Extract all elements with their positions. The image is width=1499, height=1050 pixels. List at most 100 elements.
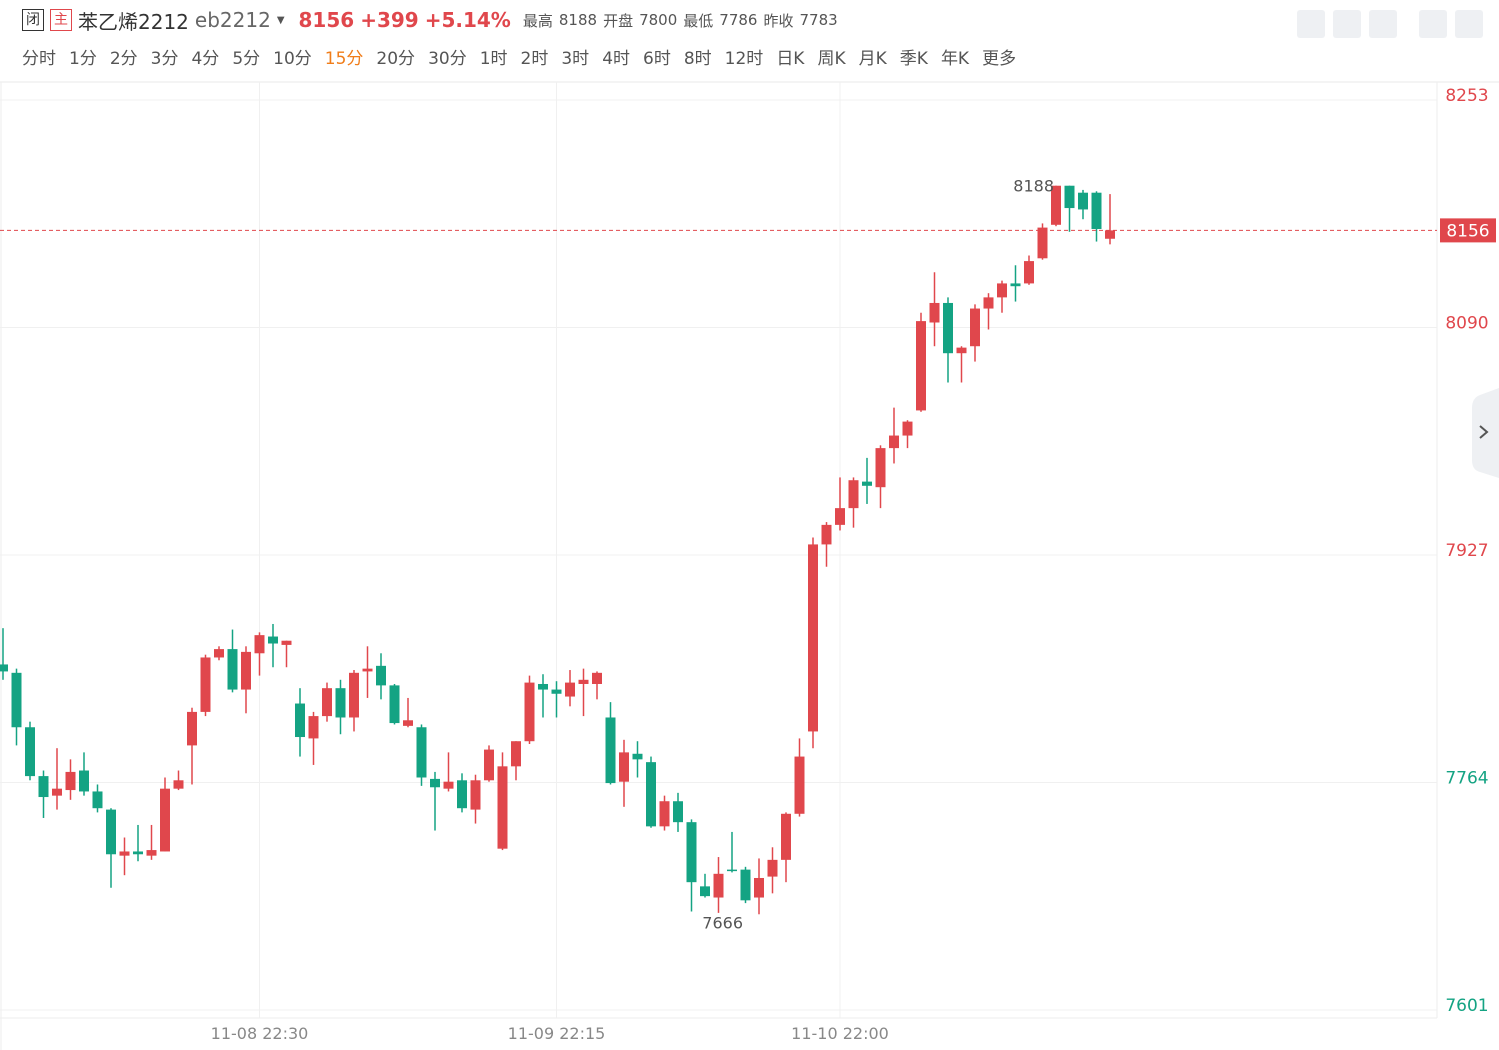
- period-tab[interactable]: 2分: [109, 49, 138, 69]
- instrument-code[interactable]: eb2212: [194, 8, 271, 32]
- candle-body: [943, 302, 953, 354]
- candle-body: [133, 851, 143, 855]
- candle-body: [592, 672, 602, 684]
- toolbar: [1297, 10, 1483, 38]
- y-tick-label: 7601: [1445, 996, 1488, 1016]
- last-price-tag: [1440, 218, 1496, 243]
- y-tick-label: 7764: [1445, 769, 1488, 789]
- candle-body: [713, 873, 724, 898]
- candle-body: [754, 877, 764, 898]
- change-pct: +5.14%: [424, 8, 511, 32]
- candle-body: [970, 308, 980, 347]
- x-tick-label: 11-10 22:00: [791, 1024, 889, 1043]
- period-tab[interactable]: 更多: [982, 49, 1017, 69]
- candle-body: [1091, 192, 1102, 229]
- candle-body: [79, 770, 89, 792]
- tool-button[interactable]: [1333, 10, 1361, 38]
- period-tab[interactable]: 分时: [22, 49, 56, 69]
- candle-body: [956, 347, 967, 354]
- candle-body: [889, 435, 899, 449]
- candle-body: [160, 788, 170, 852]
- period-tabs: 分时 1分 2分 3分 4分 5分 10分 15分 20分 30分 1时 2时 3时 4时 6时 8时 12时日…: [22, 44, 1029, 69]
- candle-body: [214, 649, 224, 658]
- close-button[interactable]: [1455, 10, 1483, 38]
- candle-body: [403, 720, 413, 726]
- period-tab[interactable]: 12时: [724, 49, 764, 69]
- change: +399: [360, 8, 419, 32]
- main-badge[interactable]: 主: [50, 9, 72, 31]
- stat-label: 昨收: [763, 11, 794, 30]
- candle-body: [281, 640, 292, 645]
- period-tab[interactable]: 周K: [817, 49, 846, 69]
- max-label: 8188: [1013, 177, 1054, 196]
- period-tab[interactable]: 20分: [376, 49, 416, 69]
- candle-body: [740, 869, 751, 901]
- period-tab[interactable]: 5分: [232, 49, 261, 69]
- side-arrow: [1479, 425, 1489, 439]
- x-tick-label: 11-09 22:15: [508, 1024, 606, 1043]
- stat-label: 最低: [683, 11, 714, 30]
- min-label: 7666: [702, 913, 743, 932]
- period-tab[interactable]: 4分: [191, 49, 220, 69]
- stat-value: 7800: [639, 11, 678, 29]
- candle-body: [551, 689, 562, 694]
- candle-body: [470, 780, 481, 810]
- candle-body: [497, 766, 508, 849]
- candle-body: [686, 822, 697, 883]
- period-tab[interactable]: 3分: [150, 49, 179, 69]
- candle-body: [241, 651, 251, 690]
- period-tab[interactable]: 4时: [602, 49, 631, 69]
- candle-body: [1105, 230, 1115, 239]
- period-tab[interactable]: 1分: [69, 49, 97, 69]
- period-tab[interactable]: 6时: [643, 49, 671, 69]
- tool-button[interactable]: [1297, 10, 1325, 38]
- dropdown-arrow[interactable]: ▼: [276, 14, 285, 26]
- quote-header: 闭 主 苯乙烯2212 eb2212 ▼ 8156 +399 +5.14% 最高 8…: [22, 6, 838, 34]
- status-badge: 闭: [22, 9, 44, 31]
- stat-value: 7786: [719, 11, 758, 29]
- candle-body: [65, 771, 76, 791]
- period-tab[interactable]: 8时: [683, 49, 712, 69]
- candle-body: [565, 682, 575, 697]
- expand-button[interactable]: [1419, 10, 1447, 38]
- period-tab[interactable]: 2时: [520, 49, 549, 69]
- candle-body: [1078, 192, 1088, 210]
- side-handle[interactable]: [1472, 388, 1499, 478]
- period-tab[interactable]: 日K: [776, 49, 805, 69]
- stat-label: 开盘: [603, 11, 634, 30]
- period-tab[interactable]: 15分: [324, 49, 364, 69]
- candle-body: [862, 481, 872, 486]
- period-tab[interactable]: 1时: [479, 49, 508, 69]
- candle-body: [349, 672, 359, 718]
- candle-body: [254, 635, 265, 654]
- candle-body: [767, 859, 778, 877]
- period-tab[interactable]: 年K: [940, 49, 970, 69]
- stat-label: 最高: [522, 11, 553, 30]
- instrument-name: 苯乙烯2212: [78, 9, 189, 34]
- candle-body: [200, 657, 211, 712]
- candle-body: [335, 688, 346, 718]
- candle-body: [835, 508, 845, 525]
- period-tab[interactable]: 季K: [899, 49, 928, 69]
- period-tab[interactable]: 3时: [561, 49, 590, 69]
- tool-button[interactable]: [1369, 10, 1397, 38]
- candle-body: [443, 781, 454, 789]
- candle-body: [187, 711, 197, 746]
- candle-body: [1024, 261, 1034, 284]
- candle-body: [268, 636, 278, 644]
- candle-body: [92, 791, 103, 809]
- candle-body: [808, 544, 818, 732]
- candle-body: [700, 886, 710, 897]
- candle-body: [416, 727, 427, 778]
- period-tab[interactable]: 月K: [858, 49, 887, 69]
- candle-body: [1051, 185, 1061, 225]
- candle-body: [997, 283, 1007, 298]
- candle-body: [52, 788, 62, 796]
- candle-body: [848, 480, 859, 509]
- candle-body: [727, 869, 737, 872]
- stat-value: 7783: [799, 11, 838, 29]
- period-tab[interactable]: 10分: [273, 49, 312, 69]
- period-tab[interactable]: 30分: [428, 49, 467, 69]
